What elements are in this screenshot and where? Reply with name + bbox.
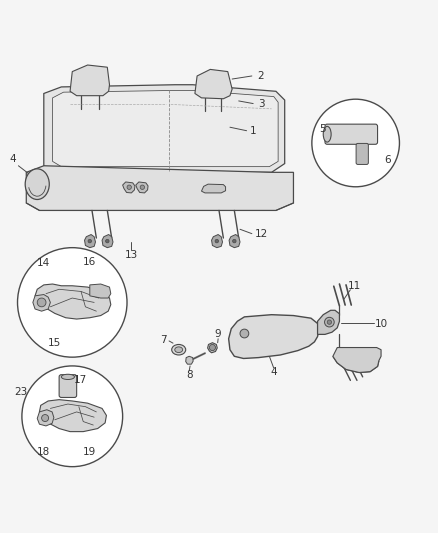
- FancyBboxPatch shape: [325, 124, 378, 144]
- Circle shape: [140, 185, 145, 189]
- Text: 15: 15: [48, 338, 61, 348]
- Polygon shape: [37, 410, 54, 426]
- Polygon shape: [318, 310, 339, 334]
- Polygon shape: [33, 295, 50, 311]
- Polygon shape: [208, 343, 217, 353]
- Polygon shape: [229, 235, 240, 248]
- Circle shape: [88, 239, 92, 243]
- Ellipse shape: [172, 344, 186, 355]
- Polygon shape: [35, 284, 111, 319]
- Polygon shape: [70, 65, 110, 96]
- Text: 3: 3: [258, 99, 265, 109]
- FancyBboxPatch shape: [356, 143, 368, 165]
- Circle shape: [22, 366, 123, 467]
- Text: 1: 1: [250, 126, 257, 136]
- FancyBboxPatch shape: [59, 375, 77, 398]
- Text: 2: 2: [257, 71, 264, 81]
- Text: 19: 19: [83, 447, 96, 457]
- Text: 5: 5: [319, 124, 326, 134]
- Circle shape: [209, 344, 215, 351]
- Circle shape: [127, 185, 131, 189]
- Polygon shape: [44, 85, 285, 172]
- Polygon shape: [201, 184, 226, 193]
- Polygon shape: [229, 314, 319, 359]
- Circle shape: [37, 298, 46, 307]
- Text: 11: 11: [348, 281, 361, 291]
- Circle shape: [18, 248, 127, 357]
- Text: 4: 4: [270, 367, 277, 377]
- Text: 12: 12: [255, 229, 268, 239]
- Ellipse shape: [323, 126, 331, 142]
- Text: 14: 14: [37, 258, 50, 268]
- Text: 18: 18: [37, 447, 50, 457]
- Circle shape: [106, 239, 109, 243]
- Circle shape: [215, 239, 219, 243]
- Circle shape: [312, 99, 399, 187]
- Ellipse shape: [175, 347, 183, 352]
- Ellipse shape: [61, 374, 74, 379]
- Text: 16: 16: [83, 257, 96, 266]
- Circle shape: [42, 415, 49, 422]
- Circle shape: [240, 329, 249, 338]
- Text: 6: 6: [384, 155, 391, 165]
- Text: 10: 10: [374, 319, 388, 329]
- Ellipse shape: [25, 169, 49, 199]
- Text: 13: 13: [125, 249, 138, 260]
- Text: 9: 9: [215, 329, 222, 340]
- Polygon shape: [90, 284, 111, 298]
- Text: 17: 17: [74, 375, 87, 385]
- Circle shape: [325, 317, 334, 327]
- Polygon shape: [26, 166, 293, 211]
- Polygon shape: [136, 182, 148, 193]
- Text: 7: 7: [160, 335, 167, 345]
- Circle shape: [233, 239, 236, 243]
- Text: 23: 23: [14, 387, 27, 397]
- Polygon shape: [39, 400, 106, 432]
- Polygon shape: [333, 348, 381, 373]
- Polygon shape: [102, 235, 113, 248]
- Polygon shape: [123, 182, 135, 193]
- Polygon shape: [186, 356, 193, 364]
- Polygon shape: [212, 235, 223, 248]
- Polygon shape: [53, 91, 278, 167]
- Circle shape: [327, 320, 332, 324]
- Text: 8: 8: [186, 370, 193, 380]
- Polygon shape: [195, 69, 232, 99]
- Text: 4: 4: [9, 154, 16, 164]
- Polygon shape: [85, 235, 95, 248]
